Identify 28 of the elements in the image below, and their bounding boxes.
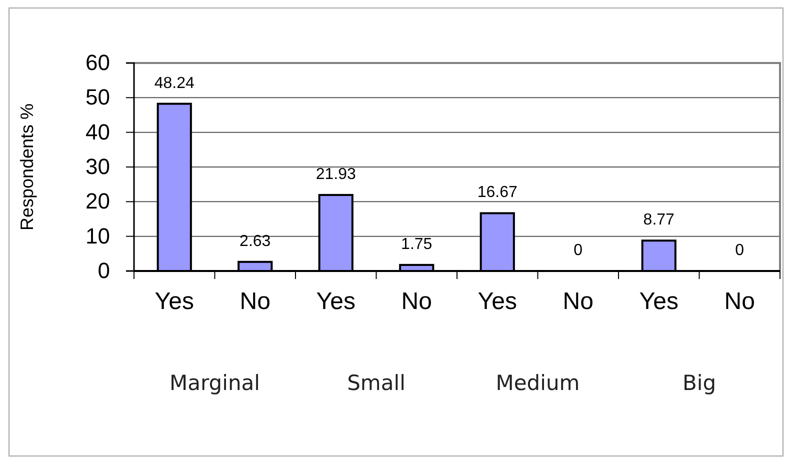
x-tick-label: No — [562, 288, 594, 315]
data-label: 2.63 — [240, 232, 271, 250]
data-label: 48.24 — [154, 74, 194, 92]
x-tick-label: Yes — [639, 288, 678, 315]
data-label: 0 — [574, 242, 583, 259]
data-label: 0 — [735, 242, 744, 259]
y-tick-label: 50 — [86, 84, 110, 110]
x-tick-label: No — [240, 288, 270, 315]
y-tick-label: 0 — [98, 258, 110, 284]
data-label: 1.75 — [401, 236, 432, 253]
x-tick-label: Yes — [154, 288, 194, 315]
text: Big — [682, 371, 716, 395]
text: Marginal — [170, 371, 260, 395]
data-label: 16.67 — [477, 184, 518, 202]
x-tick-label: No — [401, 288, 432, 315]
data-label: 21.93 — [316, 166, 356, 183]
y-tick-label: 60 — [86, 50, 110, 76]
x-tick-label: Yes — [478, 288, 517, 315]
text: Medium — [496, 371, 580, 395]
y-tick-label: 20 — [86, 188, 110, 214]
y-tick-label: 40 — [86, 119, 110, 144]
x-tick-label: Yes — [316, 288, 356, 315]
y-axis-title: Respondents % — [17, 103, 37, 231]
data-label: 8.77 — [643, 212, 675, 229]
x-tick-label: No — [724, 288, 755, 315]
y-tick-label: 10 — [86, 223, 110, 248]
y-tick-label: 30 — [86, 154, 110, 180]
text: Small — [347, 371, 406, 395]
